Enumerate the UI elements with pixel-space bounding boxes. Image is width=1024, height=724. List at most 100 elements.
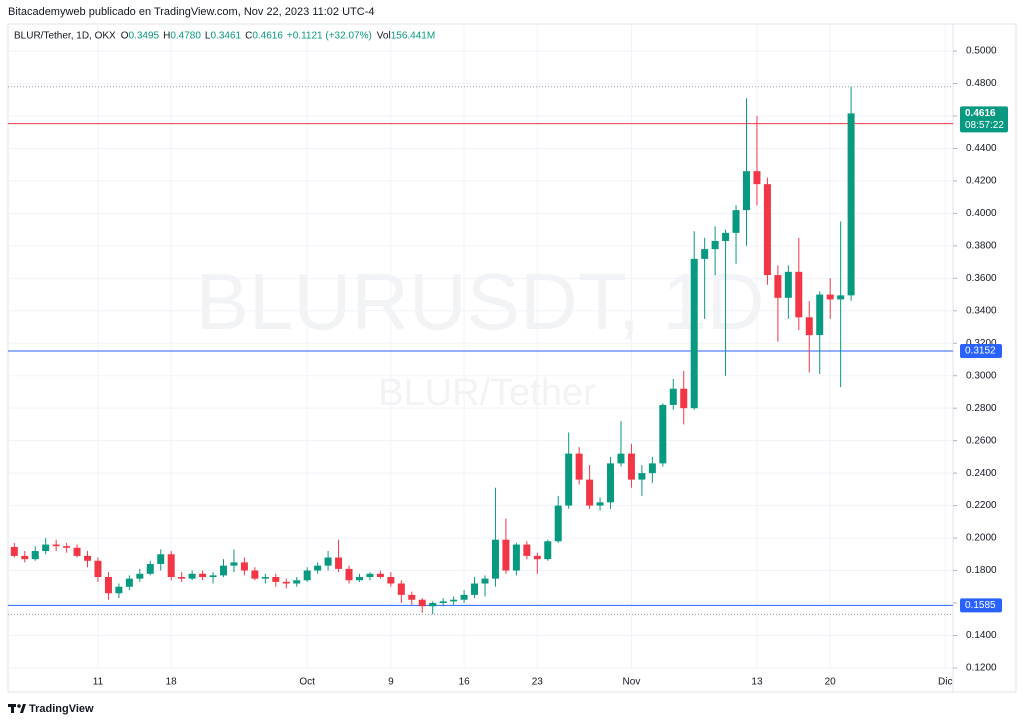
y-tick-label: 0.1400 bbox=[966, 630, 997, 641]
legend-label: O bbox=[121, 31, 129, 42]
x-tick-label: 18 bbox=[166, 677, 178, 688]
candle-body bbox=[460, 594, 468, 600]
x-tick-label: 11 bbox=[93, 677, 104, 688]
candle-body bbox=[711, 240, 719, 250]
y-tick-label: 0.3600 bbox=[966, 273, 997, 284]
price-label: 0.1585 bbox=[965, 600, 996, 611]
x-tick-label: Nov bbox=[623, 677, 641, 688]
legend-value: 0.4616 bbox=[252, 31, 283, 42]
x-tick-label: 23 bbox=[532, 677, 544, 688]
x-tick-label: Oct bbox=[299, 677, 315, 688]
candle-body bbox=[491, 539, 499, 579]
candle-body bbox=[774, 275, 782, 298]
candle-body bbox=[816, 294, 824, 336]
y-tick-label: 0.4800 bbox=[966, 78, 997, 89]
watermark-subtitle: BLUR/Tether bbox=[378, 372, 596, 414]
y-tick-label: 0.4000 bbox=[966, 208, 997, 219]
candle-body bbox=[272, 577, 280, 582]
candle-body bbox=[471, 583, 479, 595]
candle-body bbox=[450, 599, 458, 602]
candle-body bbox=[586, 479, 594, 506]
candle-body bbox=[303, 570, 311, 581]
candle-body bbox=[753, 171, 761, 185]
candle-body bbox=[104, 577, 112, 594]
legend-value: 0.3461 bbox=[210, 31, 241, 42]
legend-value: 0.4780 bbox=[170, 31, 201, 42]
countdown: 08:57:22 bbox=[965, 120, 1004, 131]
candle-body bbox=[42, 544, 50, 552]
legend-label: L bbox=[205, 31, 211, 42]
candle-body bbox=[617, 453, 625, 464]
candle-body bbox=[795, 271, 803, 318]
candle-body bbox=[157, 554, 165, 565]
y-tick-label: 0.2200 bbox=[966, 500, 997, 511]
candle-body bbox=[554, 505, 562, 542]
candle-body bbox=[146, 564, 154, 574]
y-tick-label: 0.2800 bbox=[966, 403, 997, 414]
candle-body bbox=[397, 583, 405, 595]
candle-body bbox=[826, 294, 834, 300]
y-tick-label: 0.1800 bbox=[966, 565, 997, 576]
y-tick-label: 0.3200 bbox=[966, 338, 997, 349]
candle-body bbox=[52, 544, 60, 547]
candle-body bbox=[680, 388, 688, 409]
candle-body bbox=[722, 232, 730, 241]
x-tick-label: 20 bbox=[825, 677, 837, 688]
x-tick-label: 13 bbox=[751, 677, 763, 688]
candle-body bbox=[199, 573, 207, 578]
y-tick-label: 0.2400 bbox=[966, 468, 997, 479]
candle-body bbox=[408, 594, 416, 600]
candle-body bbox=[21, 555, 29, 560]
candle-body bbox=[220, 565, 227, 576]
volume: 156.441M bbox=[391, 31, 435, 42]
candle-body bbox=[439, 601, 447, 603]
logo-icon bbox=[17, 704, 21, 708]
candle-body bbox=[533, 555, 541, 560]
legend-label: C bbox=[245, 31, 252, 42]
price-label: 0.3152 bbox=[965, 346, 996, 357]
candle-body bbox=[293, 580, 301, 584]
candle-body bbox=[167, 554, 175, 578]
candle-body bbox=[31, 551, 39, 560]
candle-body bbox=[805, 317, 813, 336]
change: +0.1121 (+32.07%) bbox=[287, 31, 372, 42]
candle-body bbox=[763, 184, 771, 276]
candle-body bbox=[240, 562, 248, 571]
price-label-box bbox=[960, 344, 1002, 359]
candle-body bbox=[502, 539, 510, 571]
candle-body bbox=[115, 586, 123, 594]
watermark: BLURUSDT, 1D bbox=[195, 257, 764, 346]
legend-label: H bbox=[163, 31, 170, 42]
candle-body bbox=[335, 557, 343, 569]
legend-value: 0.3495 bbox=[129, 31, 160, 42]
candle-body bbox=[282, 581, 290, 584]
candle-body bbox=[669, 388, 677, 405]
candle-body bbox=[230, 562, 238, 566]
candle-body bbox=[701, 249, 709, 259]
candle-body bbox=[209, 575, 217, 578]
candle-body bbox=[481, 578, 489, 584]
candle-body bbox=[10, 546, 18, 556]
y-tick-label: 0.4200 bbox=[966, 176, 997, 187]
y-tick-label: 0.1200 bbox=[966, 663, 997, 674]
candle-body bbox=[690, 258, 698, 409]
candle-body bbox=[659, 404, 667, 464]
candle-body bbox=[345, 568, 353, 581]
logo: TradingView bbox=[8, 703, 94, 715]
candle-body bbox=[523, 544, 531, 556]
footer: TradingView bbox=[29, 703, 94, 715]
y-tick-label: 0.2600 bbox=[966, 435, 997, 446]
candle-body bbox=[355, 577, 363, 581]
candle-body bbox=[84, 555, 92, 561]
candle-body bbox=[575, 453, 583, 480]
candle-body bbox=[512, 544, 520, 571]
candle-body bbox=[429, 602, 437, 607]
symbol: BLUR/Tether, 1D, OKX bbox=[14, 31, 116, 42]
y-tick-label: 0.3000 bbox=[966, 370, 997, 381]
candle-body bbox=[324, 557, 332, 566]
candle-body bbox=[261, 577, 269, 579]
candle-body bbox=[387, 577, 395, 584]
candle-body bbox=[63, 546, 71, 548]
